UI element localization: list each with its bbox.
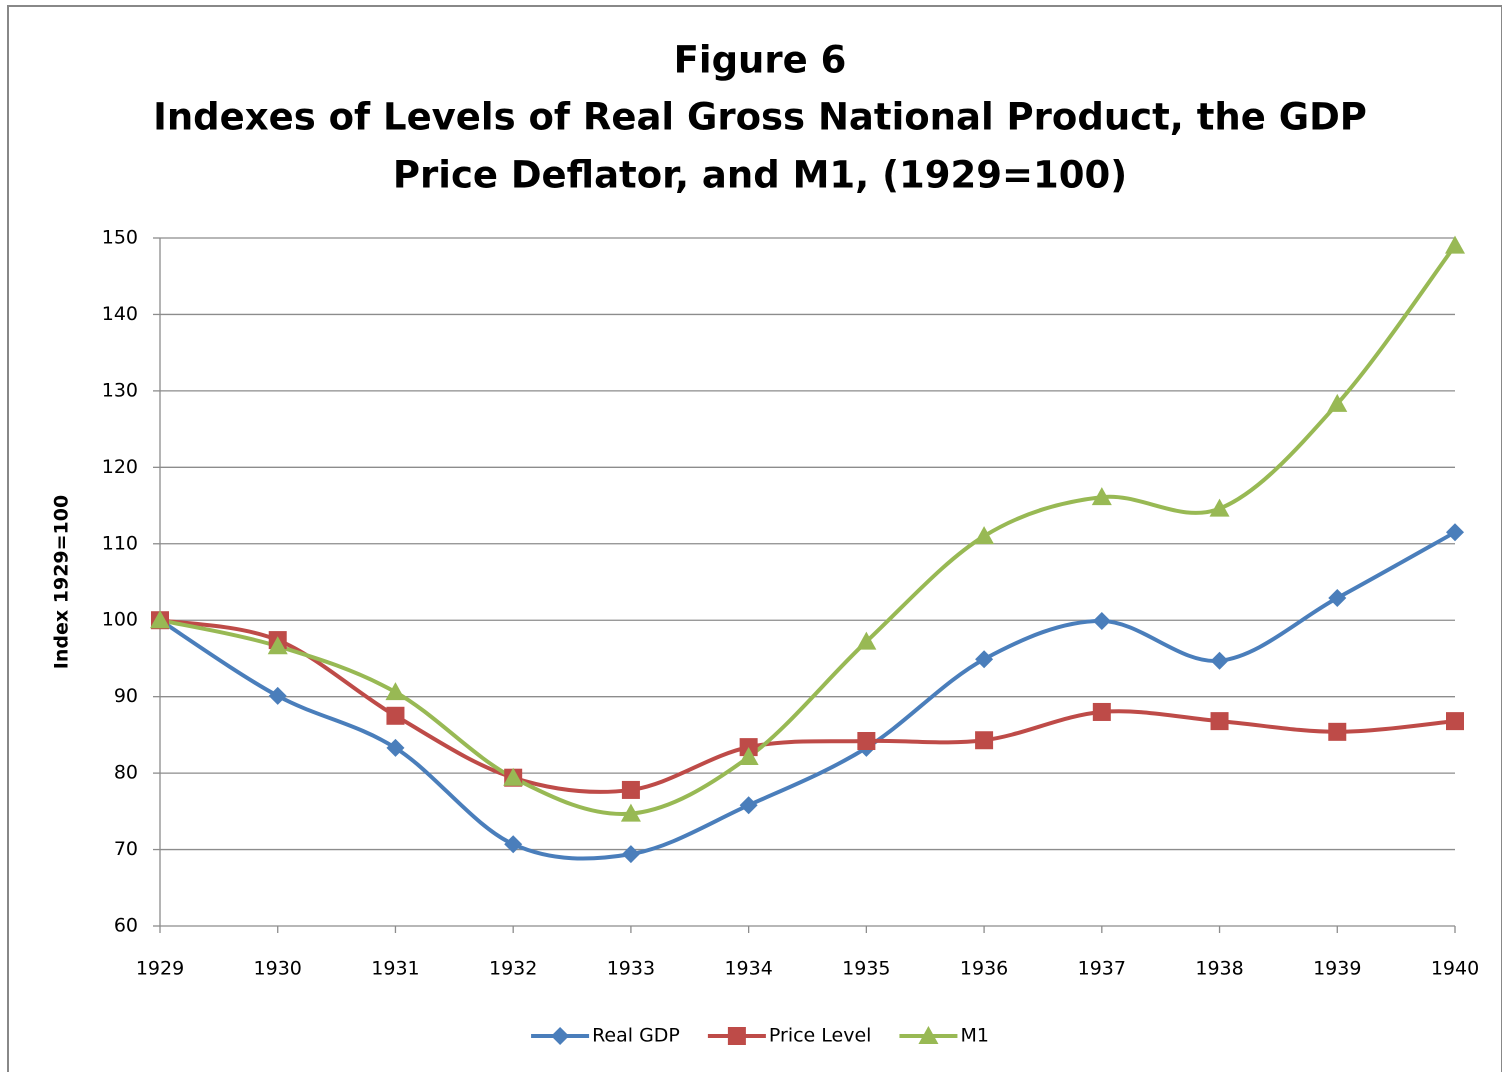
- x-tick-label: 1930: [254, 958, 302, 980]
- legend-label: Real GDP: [592, 1025, 680, 1047]
- y-tick-label: 90: [114, 685, 138, 707]
- x-tick-label: 1937: [1078, 958, 1126, 980]
- x-tick-label: 1931: [371, 958, 419, 980]
- x-tick-label: 1940: [1431, 958, 1479, 980]
- y-tick-label: 110: [102, 532, 138, 554]
- x-tick-label: 1929: [136, 958, 184, 980]
- legend-marker: [727, 1027, 746, 1045]
- legend: Real GDP Price Level M1: [531, 1025, 989, 1047]
- marker: [267, 636, 288, 655]
- x-tick-label: 1933: [607, 958, 655, 980]
- marker: [1327, 393, 1348, 412]
- y-tick-label: 130: [102, 379, 138, 401]
- marker: [1209, 498, 1230, 517]
- marker: [620, 803, 641, 822]
- series-line: [158, 530, 1456, 861]
- marker: [1091, 487, 1112, 506]
- legend-marker: [918, 1026, 939, 1044]
- marker: [504, 835, 523, 854]
- marker: [150, 610, 170, 629]
- marker: [386, 738, 405, 757]
- chart-frame: [7, 5, 1502, 1072]
- legend-label: Price Level: [769, 1025, 872, 1047]
- marker: [503, 767, 524, 786]
- chart-title: Indexes of Levels of Real Gross National…: [153, 96, 1367, 139]
- chart-title: Figure 6: [674, 39, 847, 82]
- marker: [268, 686, 287, 705]
- marker: [1092, 611, 1111, 630]
- marker: [975, 731, 994, 750]
- y-tick-label: 140: [102, 303, 138, 325]
- x-tick-label: 1935: [842, 958, 890, 980]
- marker: [1210, 651, 1229, 670]
- marker: [857, 732, 876, 751]
- marker: [1445, 235, 1465, 254]
- marker: [1092, 702, 1111, 721]
- chart-title: Price Deflator, and M1, (1929=100): [393, 154, 1127, 197]
- marker: [856, 631, 877, 650]
- marker: [738, 747, 759, 766]
- marker: [1446, 712, 1464, 731]
- marker: [1446, 523, 1464, 542]
- x-tick-label: 1936: [960, 958, 1008, 980]
- marker: [1328, 722, 1347, 741]
- x-tick-label: 1939: [1313, 958, 1361, 980]
- x-tick-label: 1938: [1195, 958, 1243, 980]
- marker: [385, 682, 406, 701]
- y-tick-label: 80: [114, 762, 138, 784]
- marker: [386, 706, 405, 725]
- marker: [974, 526, 995, 545]
- legend-marker: [551, 1027, 570, 1045]
- marker: [1328, 589, 1347, 608]
- x-tick-label: 1932: [489, 958, 537, 980]
- y-axis-label: Index 1929=100: [51, 495, 73, 669]
- marker: [975, 650, 994, 669]
- y-tick-label: 100: [102, 609, 138, 631]
- legend-label: M1: [960, 1025, 988, 1047]
- marker: [621, 845, 640, 864]
- y-tick-label: 70: [114, 838, 138, 860]
- y-tick-label: 150: [102, 227, 138, 249]
- marker: [739, 796, 758, 815]
- marker: [1210, 712, 1229, 731]
- marker: [621, 780, 640, 799]
- x-tick-label: 1934: [724, 958, 772, 980]
- y-tick-label: 60: [114, 915, 138, 937]
- y-tick-label: 120: [102, 456, 138, 478]
